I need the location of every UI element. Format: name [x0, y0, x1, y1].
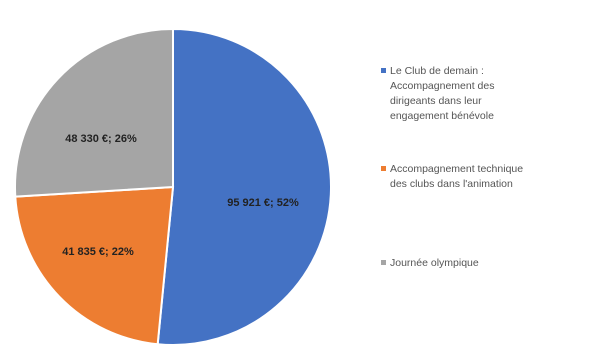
data-label-2: 41 835 €; 22% [62, 246, 134, 258]
pie-slices [14, 27, 332, 346]
legend-label-1-line-3: dirigeants dans leur [390, 95, 482, 107]
pie-slice-3 [14, 27, 174, 198]
legend-marker-1 [381, 68, 386, 73]
data-label-3: 48 330 €; 26% [65, 133, 137, 145]
legend-marker-3 [381, 260, 386, 265]
legend-label-2-line-1: Accompagnement technique [390, 163, 523, 175]
pie-slice-1 [156, 27, 332, 346]
legend-label-2-line-2: des clubs dans l'animation [390, 178, 513, 190]
legend-item-2: Accompagnement technique des clubs dans l… [381, 163, 523, 190]
legend-label-3-line-1: Journée olympique [390, 257, 479, 269]
legend-label-1-line-2: Accompagnement des [390, 80, 494, 92]
legend-label-1-line-1: Le Club de demain : [390, 65, 484, 77]
legend-label-1-line-4: engagement bénévole [390, 110, 494, 122]
pie-data-labels: 95 921 €; 52% 41 835 €; 22% 48 330 €; 26% [62, 133, 299, 258]
data-label-1: 95 921 €; 52% [227, 197, 299, 209]
chart-legend: Le Club de demain : Accompagnement des dir… [381, 65, 523, 269]
legend-item-1: Le Club de demain : Accompagnement des dir… [381, 65, 494, 122]
pie-slice-2 [14, 185, 175, 346]
legend-marker-2 [381, 166, 386, 171]
legend-item-3: Journée olympique [381, 257, 479, 269]
